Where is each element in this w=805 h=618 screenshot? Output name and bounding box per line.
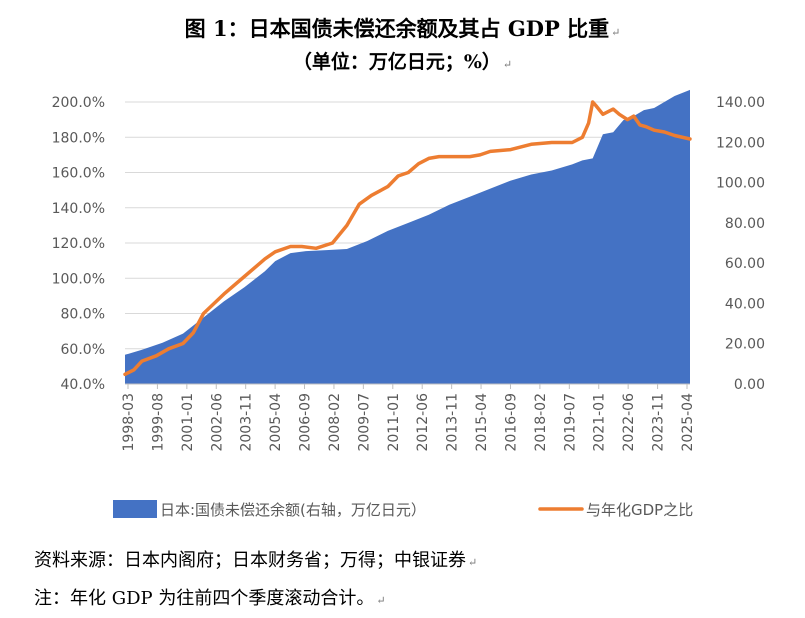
right-tick-label: 60.00: [725, 256, 765, 272]
x-tick-label: 2021-01: [592, 393, 608, 452]
legend-area-swatch: [113, 500, 157, 518]
x-axis-ticks: 1998-03 1999-08 2001-01 2002-06 2003-11 2005-…: [121, 384, 696, 452]
x-tick-label: 2018-02: [533, 393, 549, 452]
left-tick-label: 80.0%: [61, 307, 105, 323]
x-tick-label: 2006-09: [298, 393, 314, 452]
right-tick-label: 140.00: [716, 95, 765, 111]
x-tick-label: 2009-07: [356, 393, 372, 452]
x-tick-label: 2016-09: [503, 393, 519, 452]
x-tick-label: 2001-01: [180, 393, 196, 452]
left-tick-label: 100.0%: [52, 271, 105, 287]
debt-area-series: [125, 89, 690, 385]
x-tick-label: 2013-11: [445, 393, 461, 452]
x-tick-label: 2012-06: [415, 393, 431, 452]
x-tick-label: 2015-04: [474, 393, 490, 452]
x-tick-label: 2005-04: [268, 393, 284, 452]
legend: 日本:国债未偿还余额(右轴，万亿日元） 与年化GDP之比: [113, 500, 693, 519]
chart-subtitle: （单位：万亿日元；%） ↵: [292, 51, 513, 73]
right-tick-label: 40.00: [725, 296, 765, 312]
left-tick-label: 160.0%: [52, 166, 105, 182]
x-tick-label: 2002-06: [209, 393, 225, 452]
x-tick-label: 1998-03: [121, 393, 137, 452]
left-tick-label: 200.0%: [52, 95, 105, 111]
right-tick-label: 80.00: [725, 216, 765, 232]
left-tick-label: 60.0%: [61, 342, 105, 358]
x-tick-label: 2003-11: [239, 393, 255, 452]
legend-area-label: 日本:国债未偿还余额(右轴，万亿日元）: [160, 501, 426, 519]
x-tick-label: 2025-04: [680, 393, 696, 452]
dual-axis-chart: 40.0% 60.0% 80.0% 100.0% 120.0% 140.0% 160.0% 1…: [52, 89, 765, 519]
x-tick-label: 1999-08: [150, 393, 166, 452]
x-tick-label: 2011-01: [386, 393, 402, 452]
left-tick-label: 40.0%: [61, 377, 105, 393]
x-tick-label: 2019-07: [562, 393, 578, 452]
source-note: 资料来源：日本内阁府；日本财务省；万得；中银证券 ↵: [34, 550, 478, 571]
legend-line-label: 与年化GDP之比: [586, 501, 693, 519]
right-tick-label: 120.00: [716, 135, 765, 151]
right-tick-label: 20.00: [725, 337, 765, 353]
footnote: 注：年化 GDP 为往前四个季度滚动合计。 ↵: [34, 588, 386, 609]
left-axis-ticks: 40.0% 60.0% 80.0% 100.0% 120.0% 140.0% 160.0% 1…: [52, 95, 105, 393]
right-tick-label: 100.00: [716, 176, 765, 192]
x-tick-label: 2023-11: [651, 393, 667, 452]
gdp-ratio-line-series: [123, 100, 692, 377]
right-tick-label: 0.00: [734, 377, 765, 393]
left-tick-label: 180.0%: [52, 130, 105, 146]
left-tick-label: 120.0%: [52, 236, 105, 252]
x-tick-label: 2022-06: [621, 393, 637, 452]
chart-title: 图 1：日本国债未偿还余额及其占 GDP 比重 ↵: [184, 16, 621, 41]
x-tick-label: 2008-02: [327, 393, 343, 452]
left-tick-label: 140.0%: [52, 201, 105, 217]
right-axis-ticks: 0.00 20.00 40.00 60.00 80.00 100.00 120.00 140.…: [716, 95, 765, 393]
